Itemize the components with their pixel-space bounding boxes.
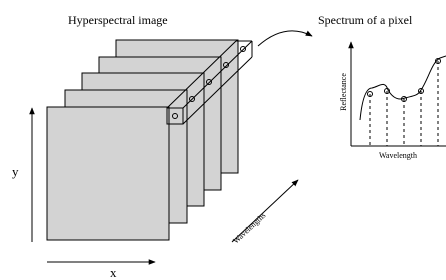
- y-label: y: [12, 164, 19, 179]
- left-title: Hyperspectral image: [68, 13, 168, 27]
- pixel-point: [241, 47, 246, 52]
- plot-x-label: Wavelength: [379, 151, 417, 160]
- link-arrow: [258, 31, 312, 46]
- spectrum-plot: Reflectance Wavelength: [339, 42, 446, 160]
- spectrum-curve: [360, 56, 446, 120]
- page: Hyperspectral image Spectrum of a pixel …: [0, 0, 446, 280]
- image-stack: [47, 40, 238, 240]
- depth-label: Wavelengths: [231, 211, 267, 246]
- band-layer: [47, 107, 169, 240]
- sample-lines: [370, 61, 438, 146]
- plot-y-label: Reflectance: [339, 73, 348, 111]
- right-title: Spectrum of a pixel: [318, 13, 413, 27]
- diagram: Hyperspectral image Spectrum of a pixel …: [0, 0, 446, 280]
- x-label: x: [110, 265, 117, 280]
